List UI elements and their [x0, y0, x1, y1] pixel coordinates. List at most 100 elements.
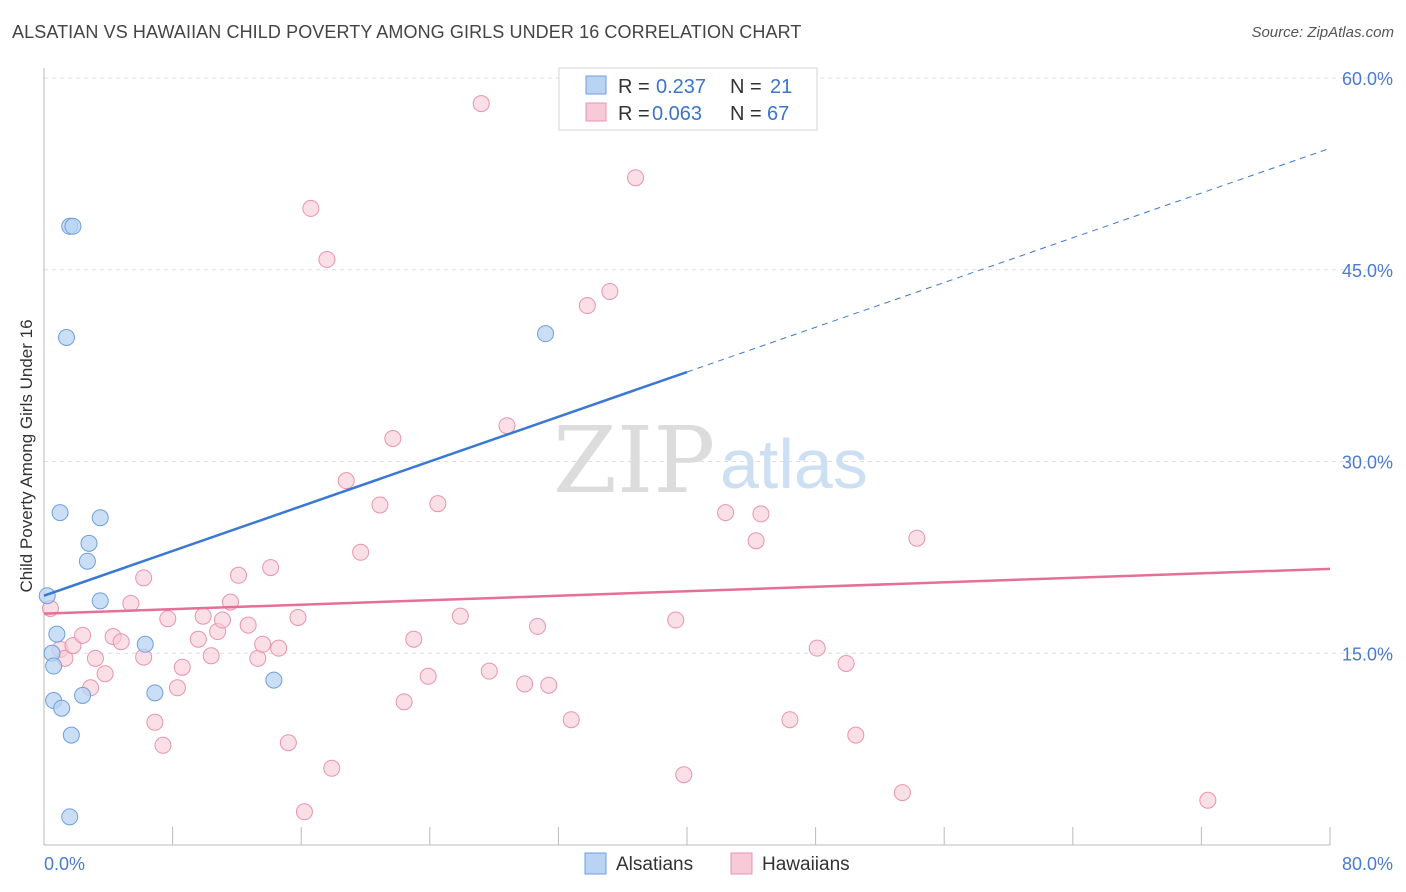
hawaiian-point-14 [154, 736, 172, 754]
legend-swatch-hawaiian [585, 102, 607, 122]
y-tick-label-30: 30.0% [1342, 453, 1393, 473]
legend-box: R = 0.237 N = 21 R = 0.063 N = 67 [558, 67, 818, 131]
hawaiian-point-42 [419, 667, 437, 685]
hawaiian-point-65 [908, 529, 926, 547]
x-tick-labels: 0.0% 80.0% [44, 854, 1393, 874]
x-tick-label-min: 0.0% [44, 854, 85, 874]
hawaiian-point-58 [747, 532, 765, 550]
alsatian-point-10 [62, 726, 80, 744]
legend-r-value-hawaiian: 0.063 [652, 103, 702, 125]
hawaiian-point-43 [429, 495, 447, 513]
hawaiian-point-51 [562, 711, 580, 729]
hawaiian-point-57 [717, 504, 735, 522]
hawaiian-point-59 [752, 505, 770, 523]
series-legend: Alsatians Hawaiians [584, 852, 850, 875]
alsatian-point-7 [58, 329, 76, 347]
watermark-zip: ZIP [553, 407, 715, 514]
legend-n-label-hawaiian: N = [730, 103, 762, 125]
alsatian-points [38, 217, 555, 826]
hawaiian-point-22 [213, 611, 231, 629]
alsatian-point-9 [64, 217, 82, 235]
y-tick-label-60: 60.0% [1342, 69, 1393, 89]
hawaiian-point-56 [675, 766, 693, 784]
hawaiian-point-46 [480, 662, 498, 680]
hawaiian-point-7 [96, 665, 114, 683]
x-ticks [172, 827, 1331, 845]
hawaiian-point-32 [295, 803, 313, 821]
alsatian-point-16 [91, 592, 109, 610]
hawaiian-point-4 [74, 626, 92, 644]
hawaiian-point-44 [451, 607, 469, 625]
hawaiian-point-48 [516, 675, 534, 693]
hawaiian-point-45 [472, 95, 490, 113]
y-tick-label-15: 15.0% [1342, 644, 1393, 664]
hawaiian-point-55 [667, 611, 685, 629]
hawaiian-point-64 [893, 784, 911, 802]
hawaiian-point-9 [112, 633, 130, 651]
series-swatch-alsatians [584, 852, 607, 875]
hawaiian-point-66 [1199, 791, 1217, 809]
hawaiian-point-49 [529, 617, 547, 635]
legend-n-label-alsatian: N = [730, 76, 762, 98]
series-label-alsatians: Alsatians [616, 854, 693, 875]
legend-r-label-hawaiian: R = [618, 103, 650, 125]
alsatian-point-19 [265, 671, 283, 689]
hawaiian-point-61 [808, 639, 826, 657]
alsatian-point-11 [61, 808, 79, 826]
hawaiian-point-28 [262, 559, 280, 577]
legend-swatch-alsatian [585, 75, 607, 95]
alsatian-trend-extension [686, 147, 1331, 373]
alsatian-point-17 [136, 635, 154, 653]
hawaiian-point-35 [323, 759, 341, 777]
hawaiian-point-47 [498, 417, 516, 435]
x-tick-label-max: 80.0% [1342, 854, 1393, 874]
hawaiian-point-33 [302, 199, 320, 217]
hawaiian-point-62 [837, 654, 855, 672]
legend-n-value-hawaiian: 67 [767, 103, 789, 125]
hawaiian-point-13 [146, 713, 164, 731]
alsatian-point-18 [146, 684, 164, 702]
hawaiian-point-39 [384, 429, 402, 447]
source-label: Source: ZipAtlas.com [1251, 24, 1394, 41]
alsatian-point-13 [78, 552, 96, 570]
alsatian-point-3 [45, 657, 63, 675]
alsatian-point-5 [51, 504, 69, 522]
watermark: ZIP atlas [553, 407, 868, 514]
hawaiian-point-25 [239, 616, 257, 634]
y-tick-label-45: 45.0% [1342, 261, 1393, 281]
hawaiian-point-41 [405, 630, 423, 648]
alsatian-point-12 [74, 686, 92, 704]
hawaiian-point-40 [395, 693, 413, 711]
hawaiian-point-31 [289, 608, 307, 626]
hawaiian-point-38 [371, 496, 389, 514]
hawaiian-trend-line [43, 567, 1331, 615]
legend-r-label-alsatian: R = [618, 76, 650, 98]
hawaiian-point-15 [159, 610, 177, 628]
hawaiian-point-36 [337, 472, 355, 490]
series-label-hawaiians: Hawaiians [762, 854, 850, 875]
hawaiian-point-18 [189, 630, 207, 648]
y-tick-labels: 15.0% 30.0% 45.0% 60.0% [1342, 69, 1393, 664]
hawaiian-point-63 [847, 726, 865, 744]
alsatian-point-20 [537, 325, 555, 343]
hawaiian-point-6 [86, 649, 104, 667]
alsatian-point-15 [91, 509, 109, 527]
alsatian-point-14 [80, 534, 98, 552]
hawaiian-point-53 [601, 282, 619, 300]
trend-lines [43, 147, 1331, 615]
chart-title: ALSATIAN VS HAWAIIAN CHILD POVERTY AMONG… [12, 22, 802, 42]
alsatian-point-2 [48, 625, 66, 643]
hawaiian-point-37 [352, 543, 370, 561]
hawaiian-point-27 [254, 635, 272, 653]
alsatian-point-6 [53, 699, 71, 717]
hawaiian-point-50 [540, 676, 558, 694]
hawaiian-point-24 [230, 566, 248, 584]
y-axis-label: Child Poverty Among Girls Under 16 [17, 319, 36, 592]
legend-n-value-alsatian: 21 [770, 76, 792, 98]
hawaiian-point-30 [279, 734, 297, 752]
hawaiian-point-54 [627, 169, 645, 187]
hawaiian-point-10 [122, 594, 140, 612]
hawaiian-point-20 [202, 647, 220, 665]
alsatian-trend-line [43, 370, 688, 597]
